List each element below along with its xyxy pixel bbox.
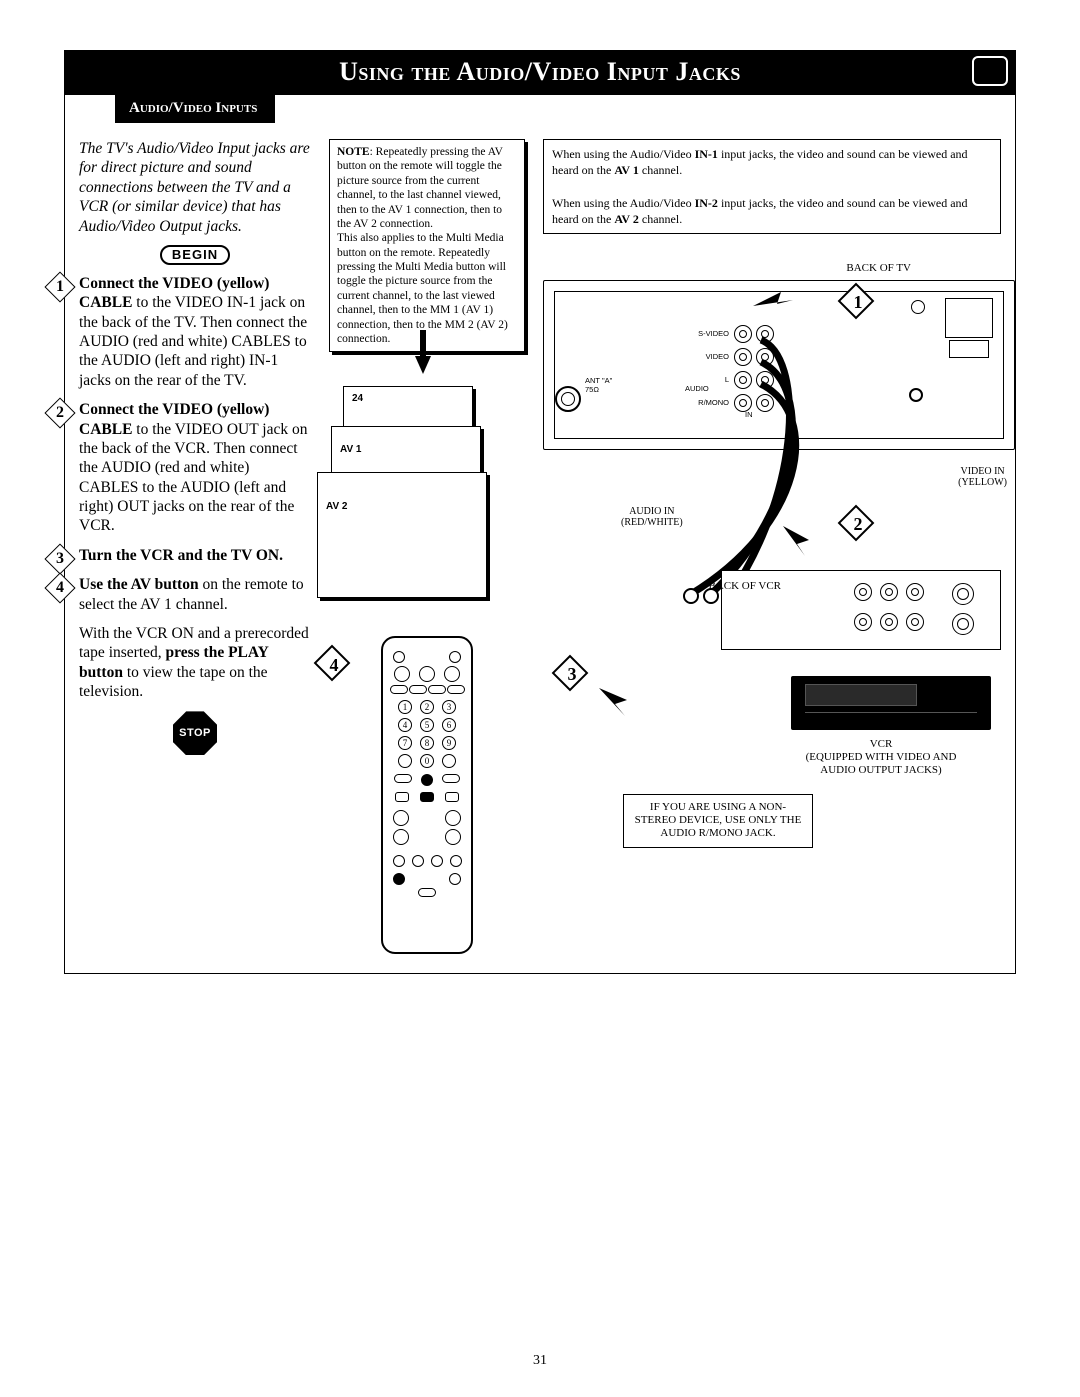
back-of-tv-label: BACK OF TV (846, 262, 911, 275)
info-box: When using the Audio/Video IN-1 input ja… (543, 139, 1001, 234)
page-number: 31 (0, 1353, 1080, 1369)
step-number-1: 1 (47, 274, 73, 300)
step-number-3: 3 (47, 546, 73, 572)
back-of-vcr-label: BACK OF VCR (708, 580, 781, 593)
video-in-label: VIDEO IN (YELLOW) (958, 466, 1007, 488)
step-4: 4 Use the AV button on the remote to sel… (79, 575, 311, 614)
intro-text: The TV's Audio/Video Input jacks are for… (79, 139, 311, 236)
osd-screen-3: AV 2 (317, 472, 487, 598)
note-box: NOTE: Repeatedly pressing the AV button … (329, 139, 525, 352)
remote-control: 123 456 789 0 (381, 636, 473, 954)
remote-keypad: 123 456 789 0 (397, 700, 457, 768)
connection-diagram: BACK OF TV ANT "A" 75Ω S-VIDEO VIDEO L R… (543, 246, 1001, 886)
pointer-2: 2 (843, 510, 873, 540)
antenna-jack (555, 386, 581, 412)
vcr-caption: VCR (EQUIPPED WITH VIDEO AND AUDIO OUTPU… (781, 738, 981, 778)
middle-column: NOTE: Repeatedly pressing the AV button … (329, 139, 525, 954)
tail-paragraph: With the VCR ON and a prerecorded tape i… (79, 624, 311, 702)
section-header: Audio/Video Inputs (115, 94, 275, 123)
diagram-column: When using the Audio/Video IN-1 input ja… (543, 139, 1001, 954)
arrow-down-icon (415, 356, 431, 374)
tv-icon (972, 56, 1008, 86)
stop-badge: STOP (79, 711, 311, 755)
title-bar: Using the Audio/Video Input Jacks (64, 50, 1016, 94)
step-2: 2 Connect the VIDEO (yellow) CABLE to th… (79, 400, 311, 536)
step-number-2: 2 (47, 400, 73, 426)
step-1: 1 Connect the VIDEO (yellow) CABLE to th… (79, 274, 311, 390)
step-3: 3 Turn the VCR and the TV ON. (79, 546, 311, 565)
av-jack-column: S-VIDEO VIDEO L R/MONO IN AUDIO (695, 322, 776, 415)
audio-in-label: AUDIO IN (RED/WHITE) (621, 506, 683, 528)
instructions-column: The TV's Audio/Video Input jacks are for… (79, 139, 311, 954)
pointer-3: 3 (557, 660, 587, 690)
osd-screens: 24 AV 1 AV 2 (329, 386, 525, 586)
tv-back-panel: ANT "A" 75Ω S-VIDEO VIDEO L R/MONO IN AU… (543, 280, 1015, 450)
pointer-1: 1 (843, 288, 873, 318)
page-title: Using the Audio/Video Input Jacks (339, 57, 741, 87)
begin-badge: BEGIN (79, 246, 311, 264)
pointer-4: 4 (319, 650, 349, 680)
mono-note-box: IF YOU ARE USING A NON-STEREO DEVICE, US… (623, 794, 813, 848)
step-number-4: 4 (47, 575, 73, 601)
content-frame: Audio/Video Inputs The TV's Audio/Video … (64, 94, 1016, 974)
vcr-front (791, 676, 991, 730)
